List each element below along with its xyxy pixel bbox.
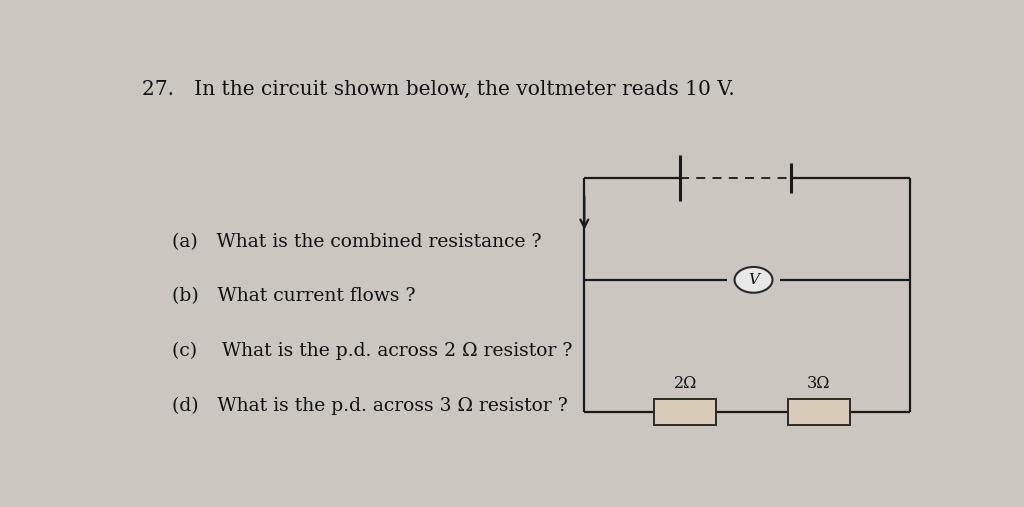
Bar [654,400,716,425]
Text: 27. In the circuit shown below, the voltmeter reads 10 V.: 27. In the circuit shown below, the volt… [142,80,735,99]
Text: V: V [748,273,759,287]
Ellipse shape [734,267,772,293]
Text: (a) What is the combined resistance ?: (a) What is the combined resistance ? [172,233,541,250]
Text: (d) What is the p.d. across 3 Ω resistor ?: (d) What is the p.d. across 3 Ω resistor… [172,396,567,415]
Bar [787,400,850,425]
Text: 2Ω: 2Ω [674,375,697,392]
Text: (b) What current flows ?: (b) What current flows ? [172,287,415,305]
Text: 3Ω: 3Ω [807,375,830,392]
Text: (c)  What is the p.d. across 2 Ω resistor ?: (c) What is the p.d. across 2 Ω resistor… [172,342,572,360]
